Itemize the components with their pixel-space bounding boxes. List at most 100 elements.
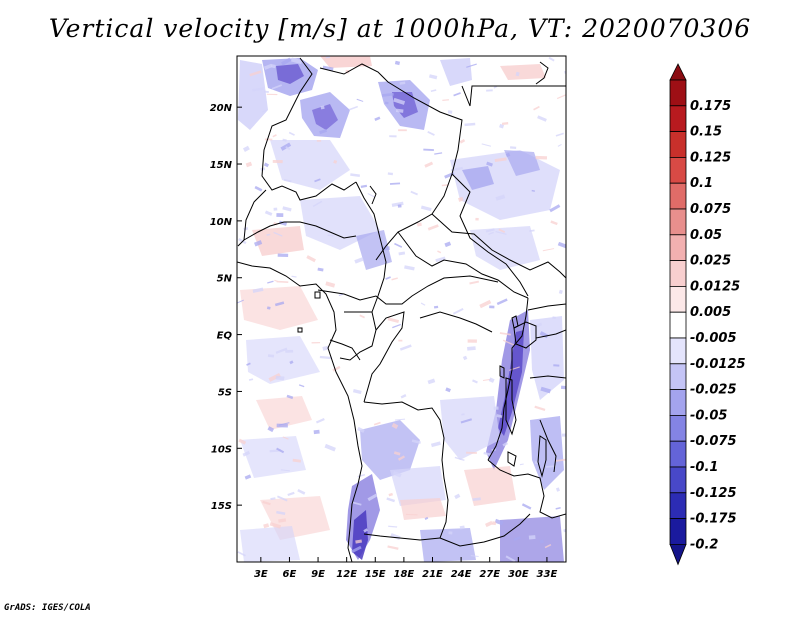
field-speckle [397, 455, 406, 461]
field-speckle [464, 122, 476, 127]
field-speckle [466, 63, 477, 68]
field-speckle [475, 217, 479, 221]
field-speckle [262, 500, 271, 506]
field-speckle [237, 551, 246, 557]
lon-tick-label: 9E [311, 569, 325, 580]
field-speckle [367, 493, 378, 502]
field-speckle [276, 423, 288, 428]
colorbar-level-label: -0.05 [690, 408, 727, 423]
field-patch-descent [462, 166, 494, 190]
field-patch-weak-ascent [320, 56, 372, 68]
field-speckle [502, 441, 509, 447]
border [439, 513, 531, 547]
lat-tick-label: 15N [210, 160, 233, 171]
border [539, 419, 557, 473]
field-speckle [411, 439, 421, 444]
field-patch-descent [356, 230, 392, 270]
field-patch-weak-descent [246, 336, 320, 384]
field-speckle [287, 491, 295, 497]
field-speckle [430, 89, 437, 92]
colorbar-swatch [669, 440, 687, 468]
colorbar-level-label: 0.005 [690, 305, 731, 320]
country-borders [237, 57, 566, 562]
field-speckle [545, 465, 557, 468]
field-speckle [393, 97, 406, 105]
colorbar: 0.175 0.15 0.125 0.1 0.075 0.05 0.025 0.0125 0.0… [669, 63, 746, 566]
field-patch-weak-ascent [240, 286, 318, 330]
field-speckle [319, 128, 328, 135]
field-speckle [528, 535, 536, 540]
field-patch-weak-descent [440, 58, 472, 86]
field-speckle [450, 166, 463, 172]
colorbar-level-label: 0.15 [690, 125, 722, 140]
field-speckle [534, 405, 546, 411]
field-speckle [441, 184, 449, 187]
field-speckle [563, 527, 566, 533]
field-patch-descent [504, 150, 540, 176]
colorbar-level-label: -0.005 [690, 331, 737, 346]
field-speckle [386, 497, 396, 503]
field-speckle [266, 306, 271, 310]
field-speckle [276, 280, 289, 283]
field-speckle [237, 299, 244, 304]
field-speckle [467, 339, 477, 343]
coastline-west-africa [237, 261, 363, 562]
field-speckle [298, 384, 305, 388]
colorbar-swatch [669, 492, 687, 519]
field-speckle [384, 101, 389, 105]
field-speckle [248, 378, 254, 381]
colorbar-swatch [669, 79, 687, 107]
border [363, 311, 405, 403]
field-speckle [389, 135, 397, 138]
field-speckle [267, 354, 275, 358]
field-speckle [454, 493, 461, 500]
field-speckle [276, 447, 285, 454]
field-speckle [448, 531, 453, 535]
border [319, 63, 463, 261]
field-speckle [242, 145, 250, 152]
field-speckle [513, 536, 521, 542]
field-speckle [445, 387, 451, 393]
field-speckle [555, 487, 560, 492]
field-speckle [400, 394, 407, 399]
field-speckle [501, 122, 509, 126]
field-speckle [560, 385, 566, 390]
field-speckle [392, 470, 402, 478]
coast-island [297, 327, 303, 333]
field-speckle [539, 539, 545, 544]
field-speckle [297, 489, 306, 495]
colorbar-swatch [669, 131, 687, 158]
field-speckle [561, 433, 566, 437]
field-speckle [274, 301, 285, 307]
field-speckle [269, 522, 282, 529]
field-speckle [355, 539, 363, 544]
colorbar-level-label: -0.075 [690, 434, 737, 449]
field-speckle [488, 377, 495, 383]
field-speckle [272, 134, 277, 138]
field-speckle [442, 99, 450, 102]
field-speckle [317, 267, 324, 272]
field-speckle [548, 56, 555, 62]
field-speckle [392, 323, 402, 329]
field-speckle [557, 241, 566, 249]
field-speckle [278, 518, 287, 523]
field-speckle [264, 138, 273, 141]
map-title: Vertical velocity [m/s] at 1000hPa, VT: … [48, 14, 752, 43]
colorbar-level-label: -0.2 [690, 537, 718, 552]
lat-tick-label: 5N [217, 274, 233, 285]
field-speckle [263, 523, 270, 529]
field-speckle [394, 418, 406, 421]
field-speckle [447, 110, 453, 114]
field-speckle [254, 185, 263, 192]
field-speckle [550, 220, 558, 226]
field-speckle [242, 450, 251, 457]
lake-malawi [537, 435, 547, 478]
field-speckle [482, 378, 491, 382]
field-speckle [252, 287, 264, 293]
field-patch-descent [360, 420, 420, 480]
field-speckle [354, 257, 364, 264]
border [487, 459, 566, 519]
field-speckle [356, 98, 364, 102]
field-speckle [306, 255, 316, 263]
field-speckle [238, 438, 247, 445]
